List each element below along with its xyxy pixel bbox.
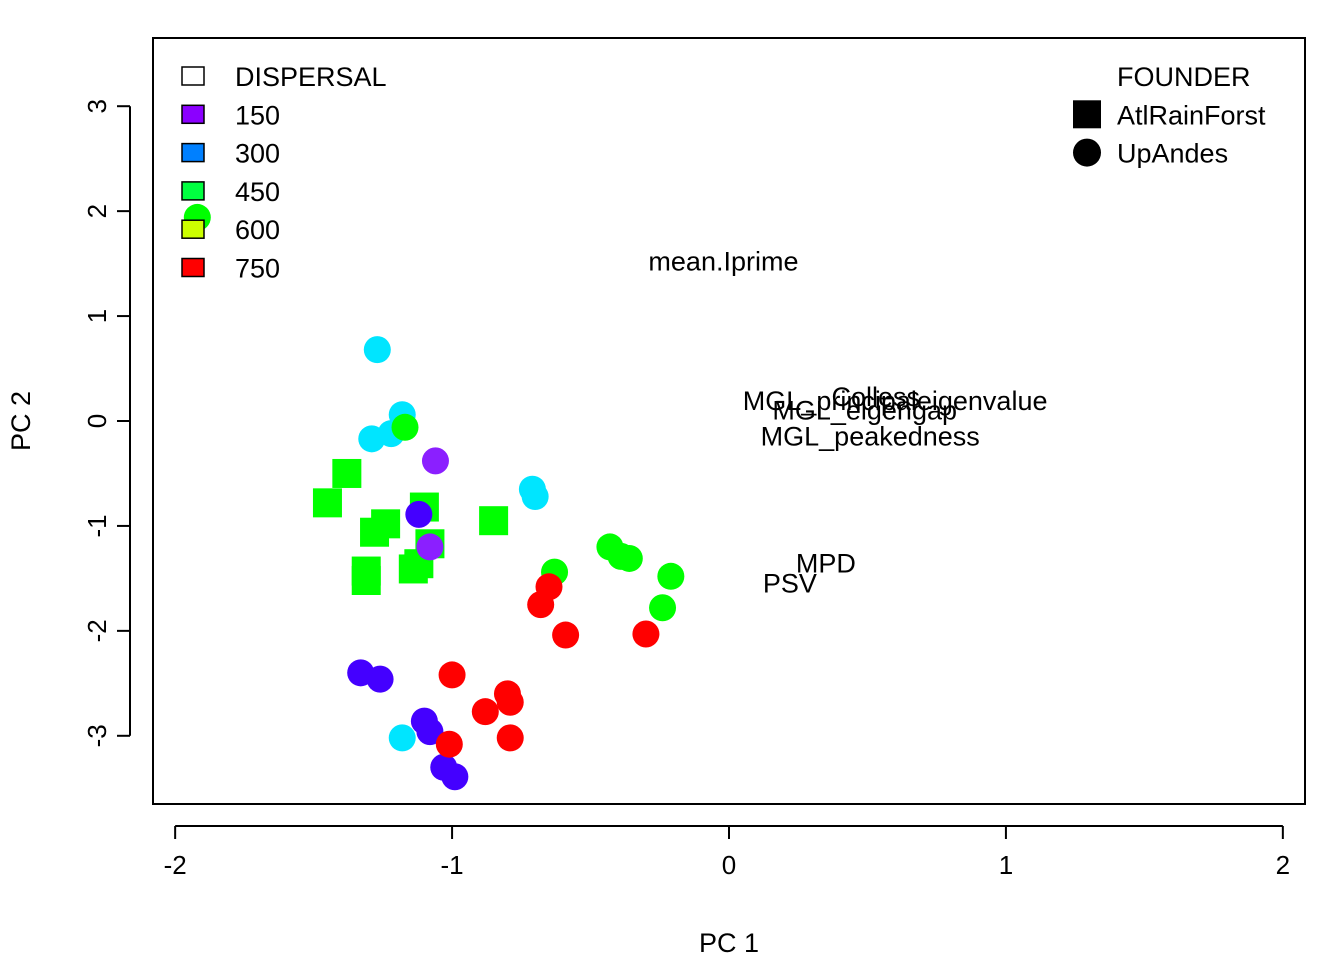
data-point-circle <box>496 724 524 752</box>
data-point-circle <box>421 447 449 475</box>
data-point-circle <box>657 562 685 590</box>
y-axis-title: PC 2 <box>6 391 36 451</box>
data-point-circle <box>438 661 466 689</box>
legend-swatch <box>181 181 205 201</box>
data-point-circle <box>552 621 580 649</box>
legend-label: 750 <box>235 254 280 284</box>
variable-label: MPD <box>796 549 856 579</box>
variable-label: MGL_eigengap <box>772 396 957 426</box>
legend-title: DISPERSAL <box>235 62 387 92</box>
data-point-circle <box>496 688 524 716</box>
data-point-square <box>479 506 509 536</box>
x-tick-label: -2 <box>164 850 187 880</box>
legend-label: 450 <box>235 177 280 207</box>
y-tick-label: 3 <box>82 99 112 113</box>
y-tick-label: -2 <box>82 619 112 642</box>
data-point-circle <box>632 620 660 648</box>
legend-label: 600 <box>235 215 280 245</box>
data-point-circle <box>358 425 386 453</box>
variable-labels: mean.Iprime MGL_principaleigenvalueColles… <box>648 247 1047 599</box>
dispersal-legend: DISPERSAL 150 300 450 600 750 <box>181 62 387 284</box>
data-point-circle <box>366 665 394 693</box>
legend-label: UpAndes <box>1117 139 1228 169</box>
data-point-square <box>351 565 381 595</box>
data-point-circle <box>388 724 416 752</box>
x-tick-label: 0 <box>722 850 736 880</box>
variable-label: MGL_peakedness <box>761 422 980 452</box>
data-point-circle <box>391 413 419 441</box>
data-point-circle <box>405 500 433 528</box>
data-point-circle <box>649 594 677 622</box>
x-tick-label: -1 <box>441 850 464 880</box>
y-tick-label: -1 <box>82 514 112 537</box>
legend-swatch <box>181 257 205 278</box>
plot-frame <box>152 37 1306 805</box>
data-point-square <box>360 517 390 547</box>
data-point-circle <box>416 718 444 746</box>
legend-swatch <box>181 104 205 125</box>
legend-circle-icon <box>1073 138 1101 167</box>
data-point-circle <box>471 698 499 726</box>
legend-label: 150 <box>235 100 280 130</box>
data-point-square <box>398 554 428 584</box>
legend-label: 300 <box>235 139 280 169</box>
data-point-circle <box>527 591 555 619</box>
data-point-circle <box>363 336 391 364</box>
data-point-square <box>332 458 362 488</box>
data-point-circle <box>441 763 469 791</box>
legend-swatch <box>181 142 205 163</box>
legend-title-swatch <box>181 66 205 86</box>
data-point-circle <box>416 533 444 561</box>
data-point-square <box>312 488 342 518</box>
x-axis-title: PC 1 <box>699 928 759 958</box>
x-tick-label: 1 <box>999 850 1013 880</box>
data-point-circle <box>435 730 463 758</box>
x-axis: -2 -1 0 1 2 <box>164 825 1290 880</box>
legend-swatch <box>181 219 205 239</box>
data-points <box>183 203 685 791</box>
legend-square-icon <box>1073 100 1101 129</box>
legend-label: AtlRainForst <box>1117 100 1266 130</box>
x-tick-label: 2 <box>1276 850 1290 880</box>
data-point-circle <box>615 544 643 572</box>
y-tick-label: -3 <box>82 724 112 747</box>
legend-title: FOUNDER <box>1117 62 1251 92</box>
y-tick-label: 1 <box>82 309 112 323</box>
variable-label: Colless <box>832 382 921 412</box>
variable-label: mean.Iprime <box>648 247 798 277</box>
founder-legend: FOUNDER AtlRainForst UpAndes <box>1073 62 1266 169</box>
variable-label: PSV <box>763 569 817 599</box>
y-tick-label: 2 <box>82 204 112 218</box>
y-axis: -3 -2 -1 0 1 2 3 <box>82 99 131 747</box>
y-tick-label: 0 <box>82 414 112 428</box>
variable-label: MGL_principaleigenvalue <box>743 386 1048 416</box>
data-point-circle <box>521 483 549 511</box>
